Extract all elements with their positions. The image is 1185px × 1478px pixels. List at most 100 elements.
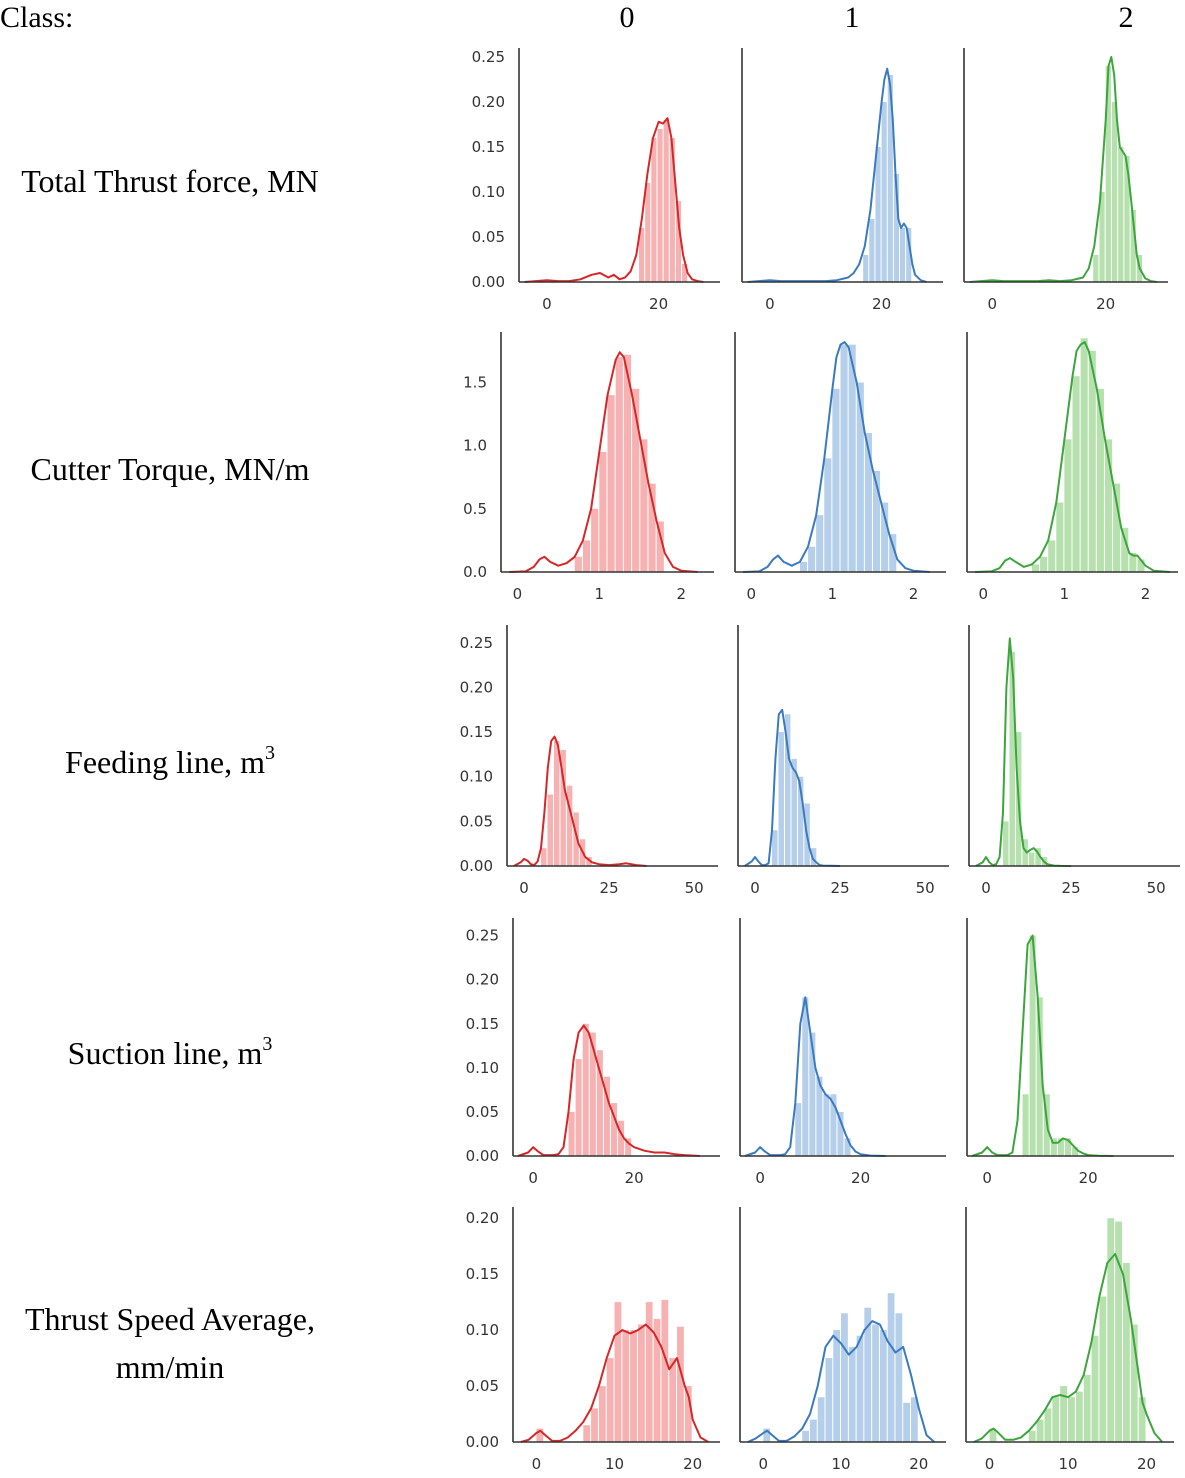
kde-line: [744, 996, 886, 1157]
x-tick-label: 50: [1147, 879, 1166, 897]
histogram-bar: [1028, 852, 1035, 866]
histogram-bar: [887, 75, 893, 282]
row-3: Suction line, m30 200.000.050.100.150.200…: [68, 918, 1174, 1187]
histogram-bar: [1072, 376, 1080, 572]
histogram-bar: [799, 561, 808, 572]
histogram-bar: [864, 1307, 872, 1442]
histogram-bar: [573, 812, 579, 866]
histogram-bar: [566, 785, 573, 866]
histogram-bar: [906, 228, 912, 282]
kde-line: [517, 1024, 700, 1157]
histogram-bar: [651, 138, 657, 282]
histogram-bar: [1099, 1296, 1107, 1442]
x-tick-label: 0: [746, 585, 756, 603]
histogram-bar: [848, 344, 856, 572]
y-tick-label: 0.00: [466, 1433, 499, 1451]
histogram-bar: [625, 1138, 632, 1156]
y-tick-label: 0.00: [460, 857, 493, 875]
histogram-bar: [872, 1324, 879, 1442]
histogram-bar: [802, 997, 809, 1156]
histogram-bar: [802, 1430, 809, 1442]
x-tick-label: 2: [1141, 585, 1151, 603]
histogram-bar: [791, 758, 797, 866]
histogram-bar: [1022, 1094, 1029, 1156]
x-tick-label: 1: [1060, 585, 1070, 603]
x-tick-label: 20: [649, 295, 668, 313]
histogram-bar: [1035, 848, 1041, 866]
histogram-bar: [1060, 1386, 1068, 1442]
x-tick-label: 0: [542, 295, 552, 313]
kde-line: [969, 56, 1157, 283]
histogram-bar: [879, 1330, 887, 1442]
histogram-bar: [1104, 439, 1113, 572]
histogram-bar: [599, 452, 607, 572]
histogram-bar: [1122, 1262, 1130, 1442]
histogram-bar: [1115, 1221, 1122, 1442]
histogram-bar: [1137, 559, 1145, 572]
histogram-bar: [1050, 1138, 1057, 1156]
histogram-bar: [808, 546, 816, 572]
x-tick-label: 20: [1079, 1169, 1098, 1187]
histogram-bar: [893, 174, 900, 282]
histogram-bar: [614, 1302, 622, 1442]
y-tick-label: 0.00: [466, 1147, 499, 1165]
histogram-bar: [1124, 156, 1130, 282]
x-tick-label: 10: [832, 1455, 851, 1473]
row-2: Feeding line, m3 0 25 50 0.00 0.05 0.10 0.15 0.2…: [65, 625, 1180, 897]
x-tick-label: 0: [528, 1169, 538, 1187]
histogram-bar: [575, 1059, 582, 1156]
y-tick-label: 0.25: [472, 48, 505, 66]
histogram-bar: [989, 1428, 997, 1442]
kde-line: [973, 1253, 1163, 1443]
row-4: Thrust Speed Average, mm/min 0 10 20 0.00 0.05…: [25, 1207, 1174, 1473]
histogram-bar: [881, 102, 887, 282]
histogram-bar: [630, 1330, 637, 1442]
histogram-bar: [1009, 651, 1015, 866]
y-tick-label: 0.20: [466, 1209, 499, 1227]
histogram-bar: [863, 255, 869, 282]
x-tick-label: 0: [750, 879, 760, 897]
x-tick-label: 50: [685, 879, 704, 897]
row-title-line-1: Thrust Speed Average,: [25, 1301, 315, 1337]
x-tick-label: 25: [831, 879, 850, 897]
histogram-bar: [1057, 1138, 1064, 1156]
histogram-bar: [844, 1138, 851, 1156]
histogram-bar: [869, 219, 875, 282]
histogram-bar: [1099, 192, 1105, 282]
x-tick-label: 20: [625, 1169, 644, 1187]
row-title: Feeding line, m3: [65, 742, 275, 780]
x-tick-label: 0: [981, 879, 991, 897]
x-tick-label: 20: [909, 1455, 928, 1473]
histogram-bar: [900, 228, 906, 282]
histogram-bar: [582, 540, 591, 572]
x-tick-label: 0: [759, 1455, 769, 1473]
x-tick-label: 20: [683, 1455, 702, 1473]
row-title: Total Thrust force, MN: [21, 163, 319, 199]
histogram-bar: [591, 1408, 598, 1442]
histogram-bar: [1036, 997, 1043, 1156]
histogram-bar: [560, 749, 566, 866]
histogram-bar: [809, 1032, 816, 1156]
x-tick-label: 25: [1062, 879, 1081, 897]
row-title-line-2: mm/min: [116, 1349, 224, 1385]
x-tick-label: 0: [985, 1455, 995, 1473]
panel-class-0: 0 20 0.00 0.05 0.10 0.15 0.20 0.25: [472, 48, 720, 313]
histogram-bar: [648, 483, 656, 572]
histogram-grid: Total Thrust force, MN0 200.000.050.100.1…: [21, 48, 1180, 1473]
histogram-bar: [833, 1330, 841, 1442]
y-tick-label: 0.20: [466, 971, 499, 989]
row-title: Suction line, m3: [68, 1033, 273, 1071]
histogram-bar: [1003, 821, 1009, 866]
histogram-bar: [832, 388, 840, 572]
x-tick-label: 20: [872, 295, 891, 313]
x-tick-label: 0: [755, 1169, 765, 1187]
histogram-bar: [618, 1120, 625, 1156]
panel-class-1: 0 20: [739, 918, 946, 1187]
histogram-bar: [1029, 935, 1036, 1156]
histogram-bar: [1080, 338, 1088, 572]
histogram-bar: [1072, 1147, 1079, 1156]
histogram-bar: [574, 556, 582, 572]
histogram-bar: [816, 1076, 823, 1156]
y-tick-label: 0.05: [466, 1103, 499, 1121]
histogram-bar: [830, 1094, 837, 1156]
